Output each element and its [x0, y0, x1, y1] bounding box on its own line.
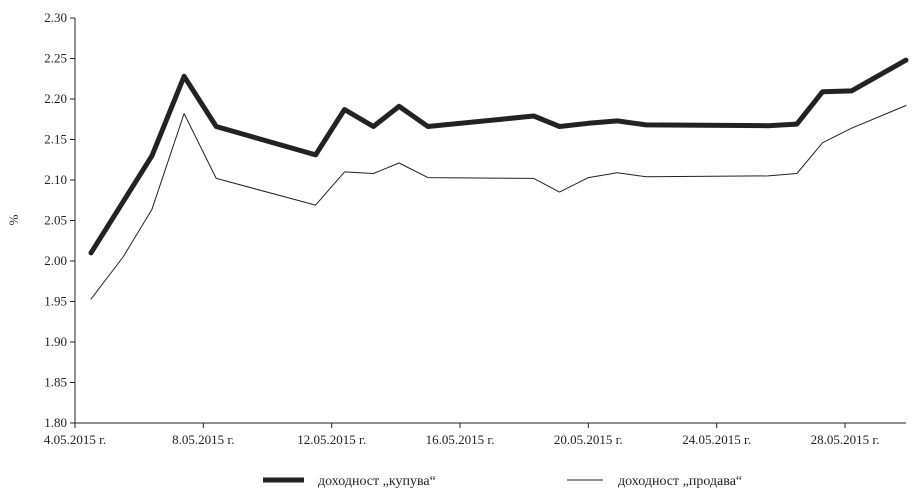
- legend-label-buy: доходност „купува“: [318, 474, 436, 489]
- x-tick-label: 16.05.2015 г.: [426, 432, 495, 447]
- legend: доходност „купува“ доходност „продава“: [263, 474, 742, 489]
- legend-label-sell: доходност „продава“: [618, 474, 742, 489]
- y-tick-label: 1.85: [44, 375, 67, 390]
- y-tick-label: 1.90: [44, 334, 67, 349]
- x-tick-label: 12.05.2015 г.: [297, 432, 366, 447]
- y-tick-group: 1.80 1.85 1.90 1.95 2.00 2.05 2.10 2.15 2.20 2.25…: [44, 10, 75, 430]
- x-tick-group: 4.05.2015 г. 8.05.2015 г. 12.05.2015 г. 16.…: [44, 423, 880, 447]
- x-tick-label: 4.05.2015 г.: [44, 432, 106, 447]
- series-layer: [88, 57, 909, 300]
- x-tick-label: 20.05.2015 г.: [554, 432, 623, 447]
- series-line-sell: [90, 105, 907, 300]
- y-tick-label: 2.10: [44, 172, 67, 187]
- y-tick-label: 2.05: [44, 213, 67, 228]
- series-line-buy: [88, 57, 909, 256]
- y-tick-label: 1.80: [44, 415, 67, 430]
- y-tick-label: 1.95: [44, 294, 67, 309]
- x-tick-label: 8.05.2015 г.: [172, 432, 234, 447]
- x-tick-label: 24.05.2015 г.: [682, 432, 751, 447]
- y-tick-label: 2.15: [44, 132, 67, 147]
- y-tick-label: 2.00: [44, 253, 67, 268]
- y-tick-label: 2.20: [44, 91, 67, 106]
- y-axis-title: %: [6, 214, 21, 225]
- x-tick-label: 28.05.2015 г.: [811, 432, 880, 447]
- y-tick-label: 2.30: [44, 10, 67, 25]
- y-tick-label: 2.25: [44, 51, 67, 66]
